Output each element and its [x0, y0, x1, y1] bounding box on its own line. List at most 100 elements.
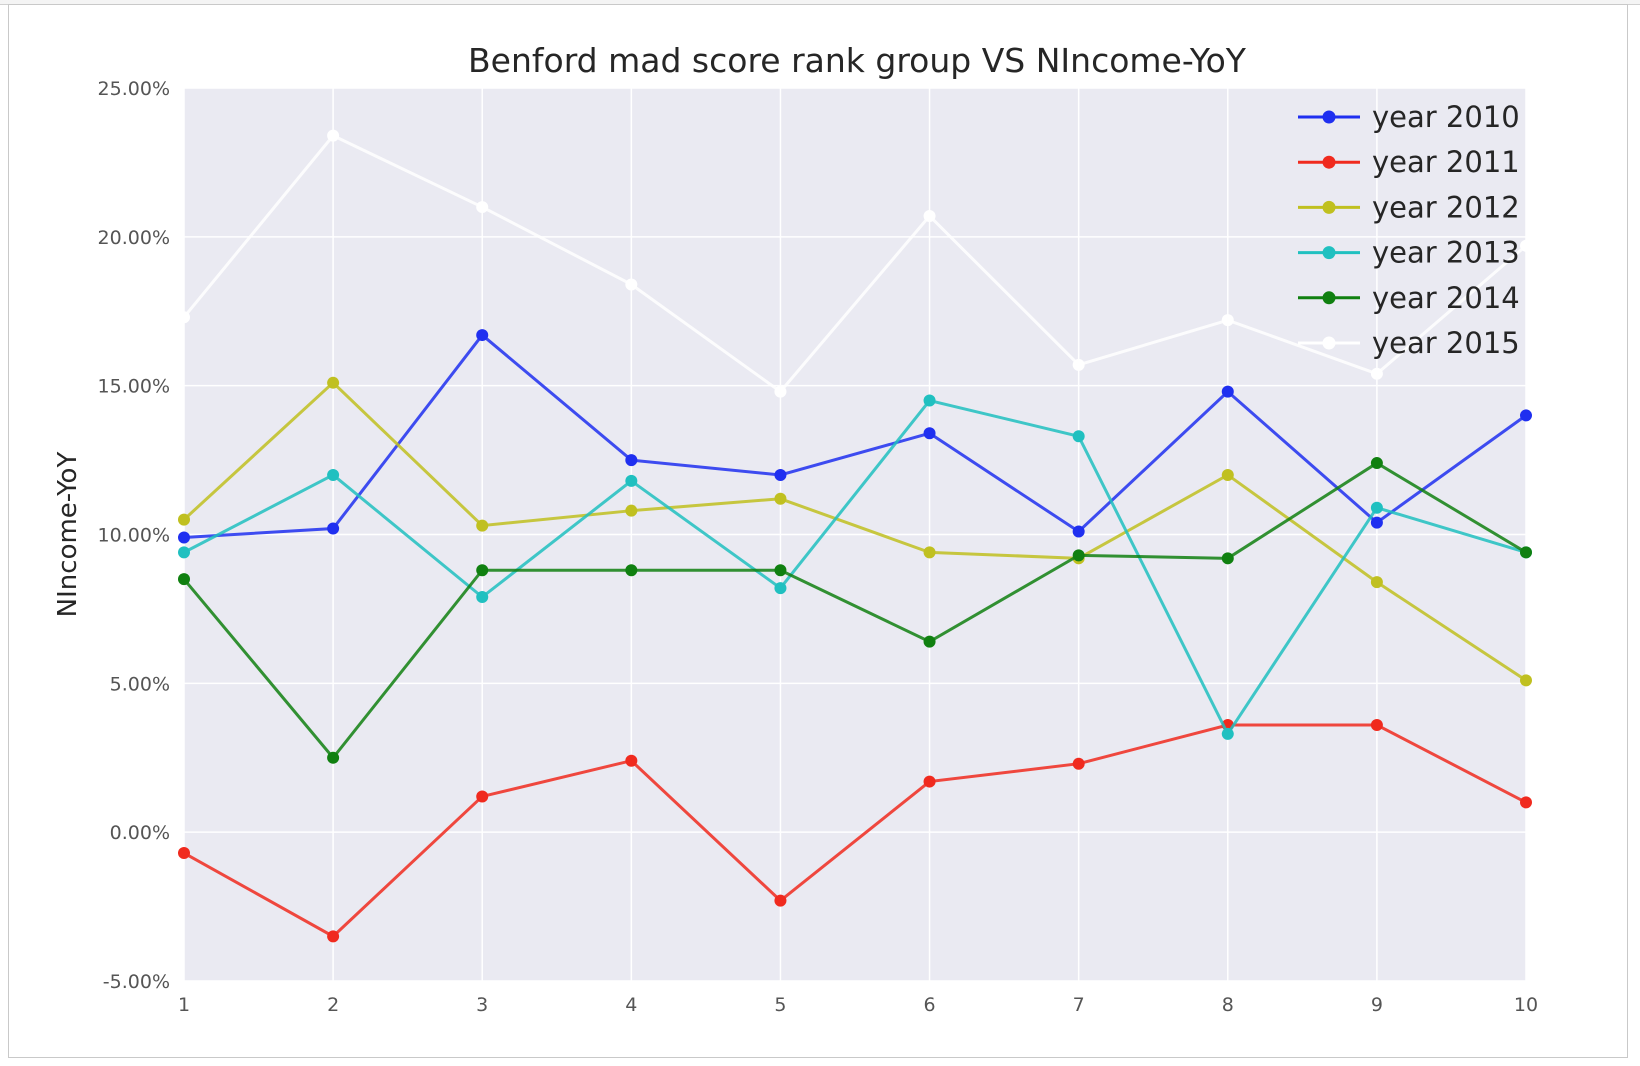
data-point: [178, 513, 190, 526]
y-tick-label: -5.00%: [103, 971, 170, 993]
data-point: [476, 201, 489, 214]
data-point: [774, 468, 787, 481]
data-point: [625, 754, 638, 767]
data-point: [774, 582, 787, 595]
data-point: [1520, 796, 1532, 809]
legend-item: year 2010: [1298, 100, 1520, 134]
series-line: [182, 133, 1527, 394]
data-point: [1072, 549, 1085, 562]
data-point: [625, 504, 638, 517]
series-year-2010: [178, 329, 1532, 544]
legend-label: year 2013: [1372, 236, 1520, 270]
x-tick-label: 10: [1514, 994, 1538, 1016]
data-point: [1221, 314, 1234, 327]
data-point: [923, 635, 936, 648]
x-tick-label: 9: [1371, 994, 1383, 1016]
data-point: [774, 385, 787, 398]
data-point: [923, 394, 936, 407]
data-point: [476, 790, 489, 803]
legend-label: year 2011: [1372, 145, 1520, 179]
data-point: [327, 129, 340, 142]
data-point: [1221, 552, 1234, 565]
y-tick-label: 15.00%: [98, 376, 170, 398]
series-line: [183, 398, 1527, 737]
data-point: [923, 427, 936, 440]
data-point: [178, 531, 190, 544]
data-point: [1221, 385, 1234, 398]
data-point: [1072, 525, 1085, 538]
x-tick-label: 1: [178, 994, 190, 1016]
y-tick-label: 20.00%: [98, 227, 170, 249]
series-line: [183, 332, 1527, 539]
y-tick-label: 5.00%: [110, 673, 170, 695]
data-point: [1370, 516, 1383, 529]
legend-label: year 2015: [1372, 326, 1520, 360]
data-point: [1370, 576, 1383, 589]
legend-swatch-marker: [1322, 110, 1336, 124]
series-line: [182, 380, 1527, 682]
legend-label: year 2014: [1372, 281, 1520, 315]
legend-swatch-marker: [1322, 291, 1336, 305]
x-tick-label: 3: [476, 994, 488, 1016]
data-point: [625, 278, 638, 291]
legend-item: year 2011: [1298, 145, 1520, 179]
data-point: [774, 564, 787, 577]
series-line: [182, 461, 1527, 761]
data-point: [923, 546, 936, 559]
x-tick-label: 7: [1073, 994, 1085, 1016]
data-point: [178, 546, 190, 559]
y-tick-labels: -5.00% 0.00% 5.00% 10.00% 15.00% 20.00% 25.00%: [98, 78, 170, 993]
data-point: [1520, 674, 1532, 687]
data-point: [774, 492, 787, 505]
legend-label: year 2010: [1372, 100, 1520, 134]
series-year-2012: [178, 376, 1532, 687]
y-tick-label: 0.00%: [110, 822, 170, 844]
legend-item: year 2014: [1298, 281, 1520, 315]
series-year-2011: [178, 719, 1532, 943]
grid-lines: [183, 87, 1527, 982]
y-axis-title: NIncome-YoY: [53, 452, 83, 618]
data-point: [1370, 501, 1383, 514]
series-layer: [178, 129, 1532, 943]
data-point: [327, 468, 340, 481]
data-point: [923, 775, 936, 788]
y-tick-label: 10.00%: [98, 525, 170, 547]
data-point: [476, 329, 489, 342]
series-line: [183, 723, 1527, 939]
data-point: [327, 522, 340, 535]
data-point: [327, 376, 340, 389]
data-point: [1370, 367, 1383, 380]
data-point: [1072, 430, 1085, 443]
data-point: [1072, 358, 1085, 371]
data-point: [476, 564, 489, 577]
data-point: [923, 209, 936, 222]
legend-item: year 2013: [1298, 236, 1520, 270]
data-point: [625, 474, 638, 487]
data-point: [625, 454, 638, 467]
data-point: [1520, 239, 1532, 252]
series-year-2015: [178, 129, 1532, 398]
legend: year 2010 year 2011 year 2012 year 2013 year…: [1298, 100, 1520, 360]
data-point: [774, 894, 787, 907]
legend-item: year 2012: [1298, 190, 1520, 224]
y-tick-label: 25.00%: [98, 78, 170, 100]
data-point: [1370, 719, 1383, 732]
data-point: [1072, 757, 1085, 770]
data-point: [178, 573, 190, 586]
legend-swatch-marker: [1322, 246, 1336, 260]
series-year-2014: [178, 457, 1532, 764]
x-tick-label: 4: [625, 994, 637, 1016]
x-tick-labels: 1 2 3 4 5 6 7 8 9 10: [178, 994, 1538, 1016]
chart-title: Benford mad score rank group VS NIncome-…: [468, 41, 1247, 80]
x-tick-label: 5: [774, 994, 786, 1016]
data-point: [625, 564, 638, 577]
legend-label: year 2012: [1372, 190, 1520, 224]
x-tick-label: 6: [924, 994, 936, 1016]
data-point: [1520, 546, 1532, 559]
data-point: [178, 847, 190, 860]
data-point: [476, 591, 489, 604]
x-tick-label: 8: [1222, 994, 1234, 1016]
data-point: [1221, 468, 1234, 481]
data-point: [1520, 409, 1532, 422]
